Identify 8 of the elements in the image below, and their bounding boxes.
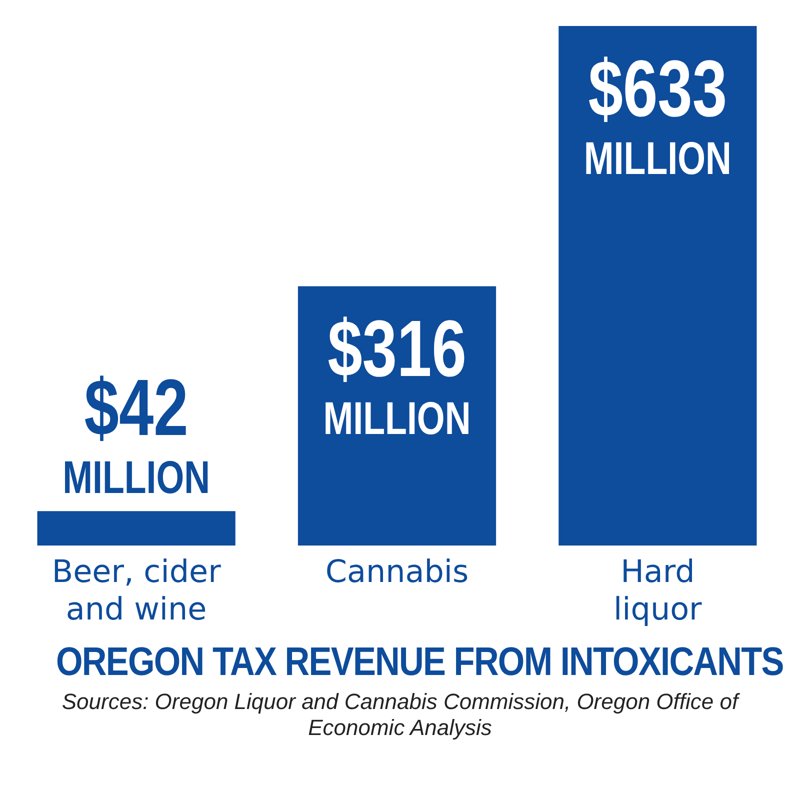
- data-label: $42 MILLION: [62, 364, 210, 504]
- source-note: Sources: Oregon Liquor and Cannabis Commission, Oregon Office of Economic Analysis: [60, 689, 741, 742]
- data-label: $633 MILLION: [584, 44, 732, 184]
- data-label: $316 MILLION: [323, 304, 471, 444]
- x-tick-label: Beer, cider and wine: [52, 554, 222, 628]
- x-tick-label: Cannabis: [325, 554, 469, 590]
- x-tick-label: Hard liquor: [614, 554, 702, 628]
- text: OREGON TAX REVENUE FROM INTOXICANTS: [56, 640, 784, 685]
